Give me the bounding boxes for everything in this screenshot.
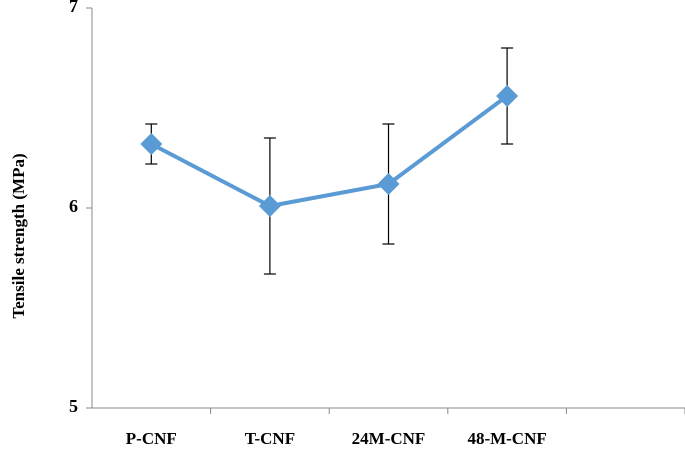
- y-tick-label: 6: [69, 196, 78, 216]
- data-point-marker: [140, 133, 163, 155]
- x-tick-label: 24M-CNF: [352, 429, 426, 448]
- data-point-marker: [258, 195, 281, 217]
- series-group: [140, 85, 519, 217]
- y-ticks: 5 6 7: [69, 0, 92, 416]
- y-axis-title-group: Tensile strength (MPa): [9, 153, 28, 318]
- error-bars: [145, 47, 514, 275]
- data-point-marker: [377, 173, 400, 195]
- x-tick-label: 48-M-CNF: [467, 429, 546, 448]
- y-tick-label: 7: [69, 0, 78, 16]
- x-tick-label: P-CNF: [126, 429, 177, 448]
- x-ticks: P-CNF T-CNF 24M-CNF 48-M-CNF: [126, 408, 685, 448]
- series-line: [149, 94, 510, 208]
- y-axis-title: Tensile strength (MPa): [9, 153, 28, 318]
- y-tick-label: 5: [69, 396, 78, 416]
- data-point-marker: [496, 85, 519, 107]
- x-tick-label: T-CNF: [245, 429, 295, 448]
